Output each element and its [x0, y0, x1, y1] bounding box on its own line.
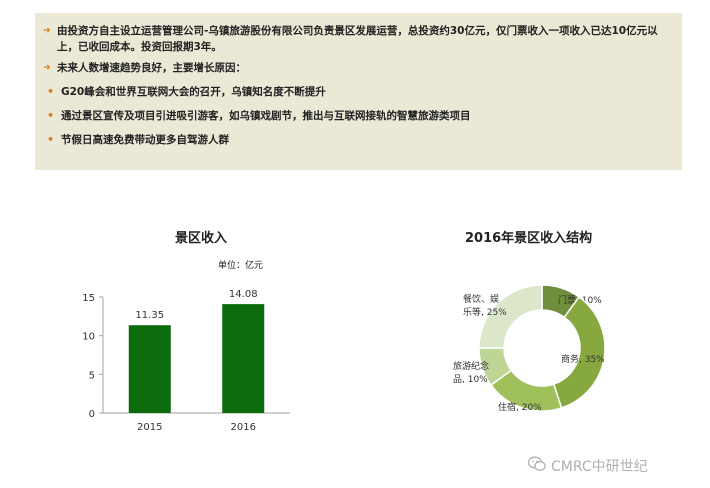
info-sub-bullet: • G20峰会和世界互联网大会的召开，乌镇知名度不断提升 — [47, 84, 670, 100]
bar — [128, 325, 171, 413]
info-panel: ➜ 由投资方自主设立运营管理公司-乌镇旅游股份有限公司负责景区发展运营，总投资约3… — [35, 13, 682, 170]
donut-slice-label: 住宿, 20% — [498, 401, 542, 413]
dot-bullet-icon: • — [47, 133, 55, 146]
bullet-text: 由投资方自主设立运营管理公司-乌镇旅游股份有限公司负责景区发展运营，总投资约30… — [57, 25, 658, 53]
donut-slice-label: 餐饮、娱乐等, 25% — [463, 293, 507, 318]
y-tick-label: 0 — [89, 409, 95, 420]
info-bullet: ➜ 由投资方自主设立运营管理公司-乌镇旅游股份有限公司负责景区发展运营，总投资约3… — [43, 23, 670, 55]
bullet-text: G20峰会和世界互联网大会的召开，乌镇知名度不断提升 — [61, 86, 326, 98]
y-tick-label: 15 — [82, 293, 95, 304]
watermark: CMRC中研世纪 — [527, 456, 648, 476]
watermark-text: CMRC中研世纪 — [551, 459, 648, 475]
dot-bullet-icon: • — [47, 85, 55, 98]
arrow-bullet-icon: ➜ — [43, 63, 51, 73]
donut-slice — [478, 284, 543, 349]
x-tick-label: 2015 — [137, 422, 162, 433]
info-bullet: ➜ 未来人数增速趋势良好，主要增长原因： — [43, 60, 670, 76]
y-tick-label: 10 — [82, 332, 95, 343]
bullet-text: 节假日高速免费带动更多自驾游人群 — [61, 134, 229, 146]
donut-chart-title: 2016年景区收入结构 — [465, 231, 593, 246]
info-sub-bullet: • 节假日高速免费带动更多自驾游人群 — [47, 132, 670, 148]
donut-slice-label: 旅游纪念品, 10% — [453, 360, 489, 385]
bar-chart-unit-label: 单位：亿元 — [218, 261, 264, 271]
y-tick-label: 5 — [89, 370, 95, 381]
bar — [222, 304, 265, 413]
bar-value-label: 11.35 — [135, 310, 164, 321]
arrow-bullet-icon: ➜ — [43, 26, 51, 36]
bullet-text: 未来人数增速趋势良好，主要增长原因： — [57, 62, 246, 74]
bar-chart-title: 景区收入 — [175, 231, 228, 246]
dot-bullet-icon: • — [47, 109, 55, 122]
bullet-text: 通过景区宣传及项目引进吸引游客，如乌镇戏剧节，推出与互联网接轨的智慧旅游类项目 — [61, 110, 471, 122]
bar-value-label: 14.08 — [229, 289, 258, 300]
x-tick-label: 2016 — [231, 422, 256, 433]
wechat-icon — [527, 456, 546, 476]
info-sub-bullet: • 通过景区宣传及项目引进吸引游客，如乌镇戏剧节，推出与互联网接轨的智慧旅游类项目 — [47, 108, 670, 124]
donut-slice-label: 商务, 35% — [561, 353, 605, 365]
